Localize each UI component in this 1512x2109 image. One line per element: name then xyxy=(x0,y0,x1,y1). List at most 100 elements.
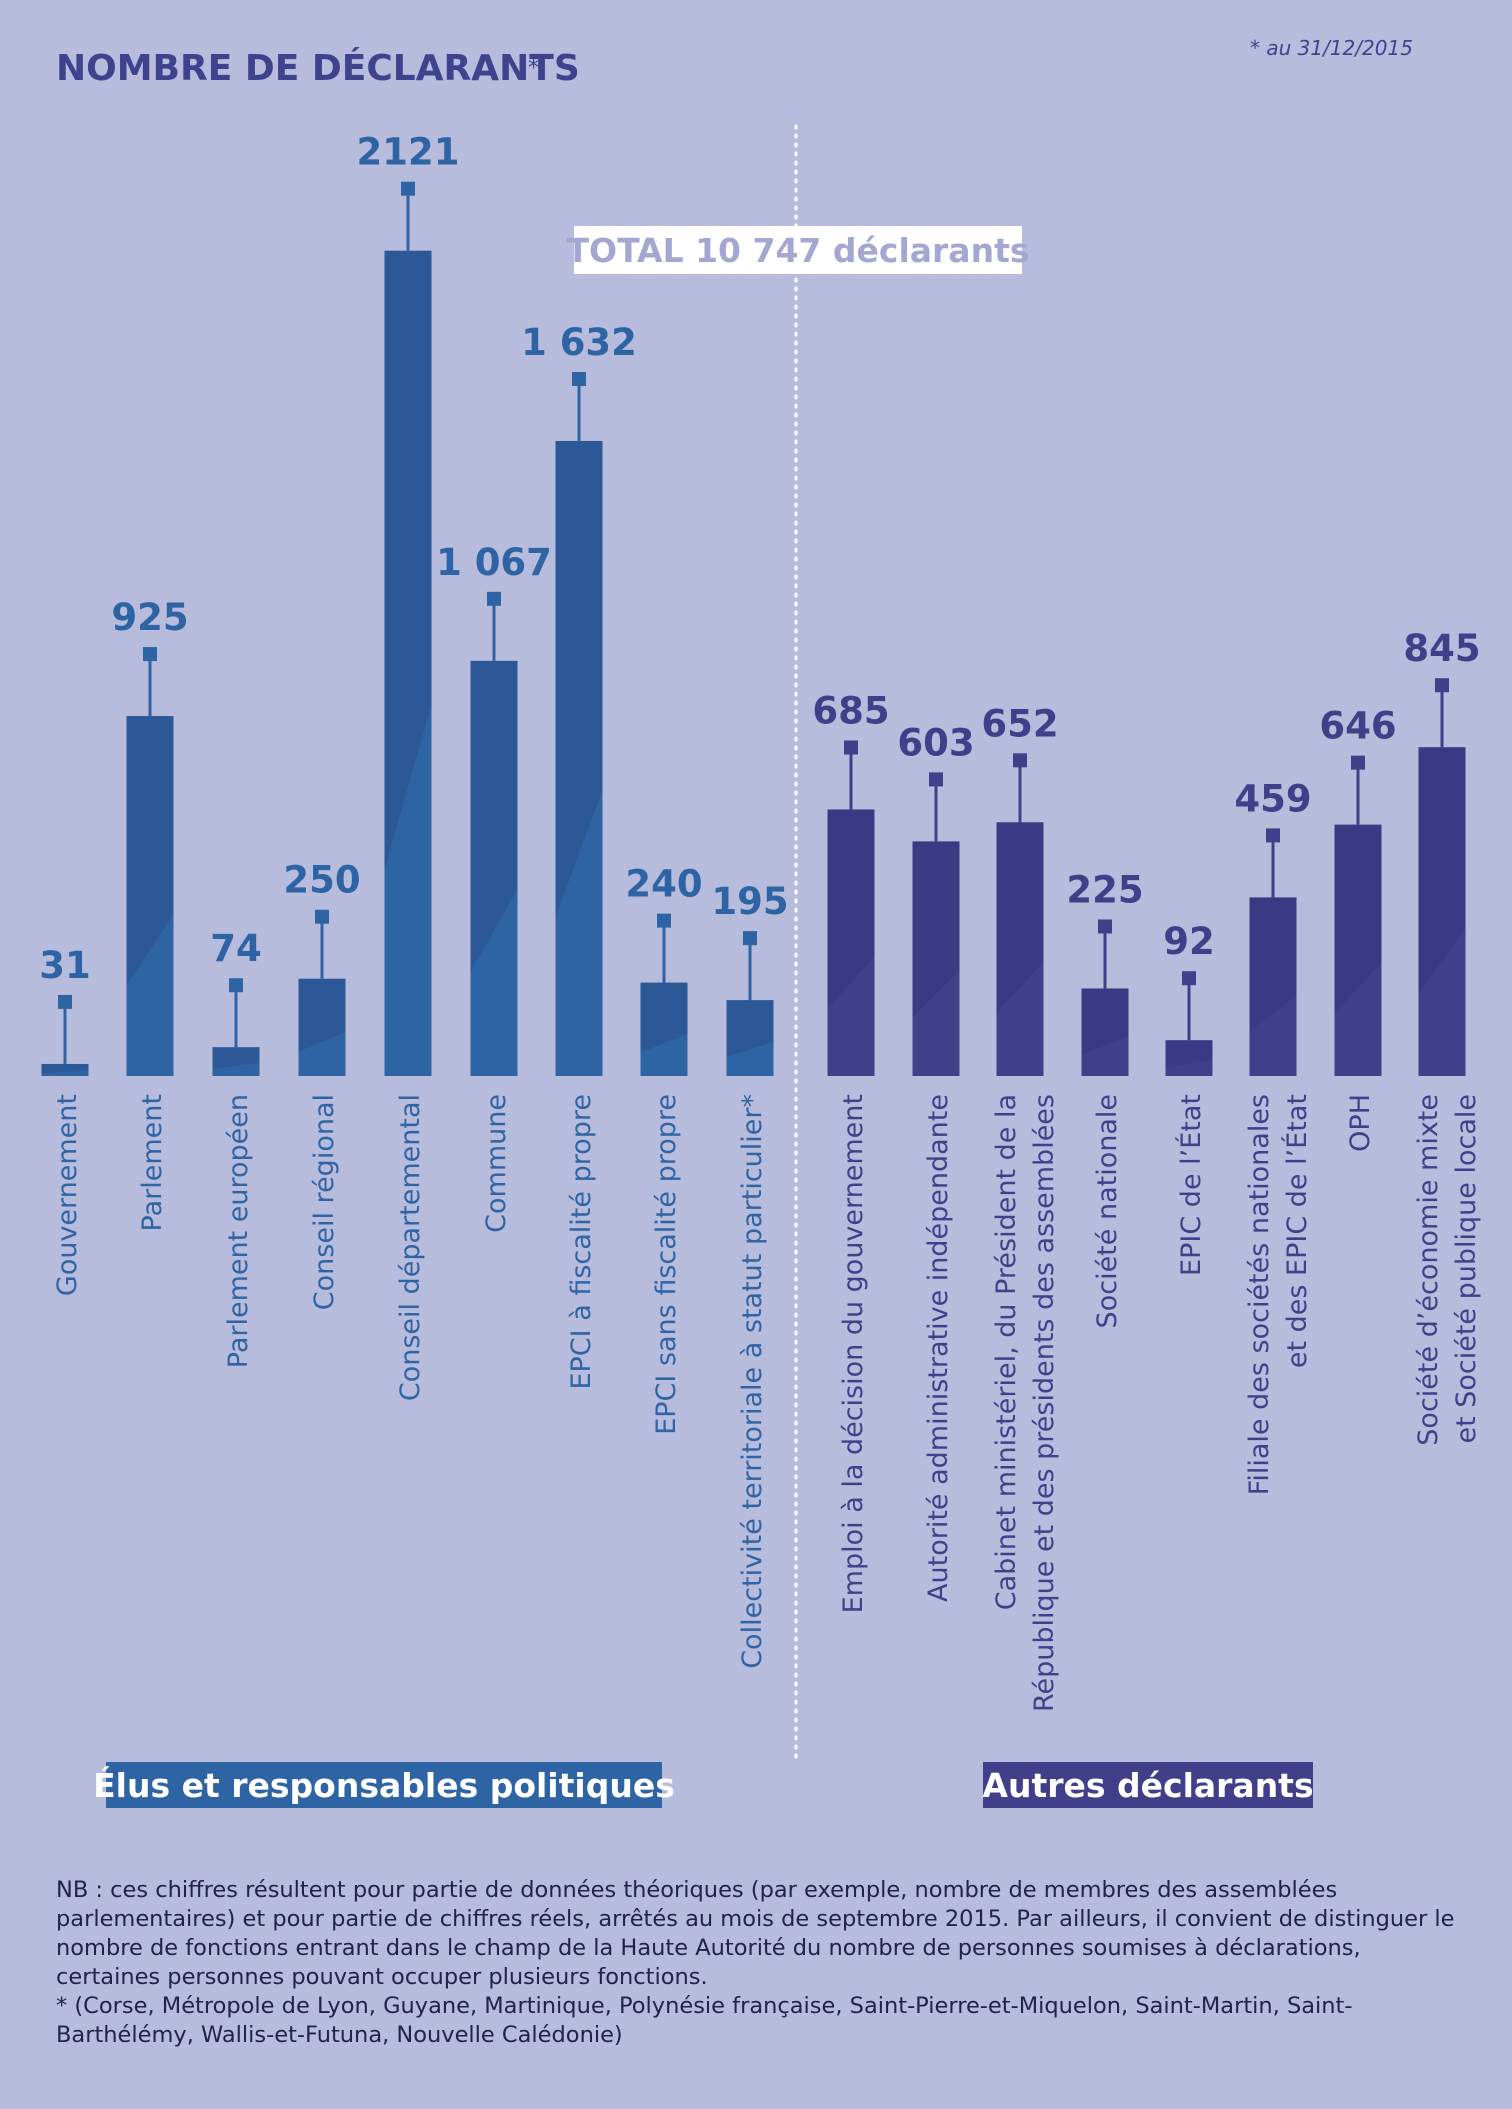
category-label-line: Commune xyxy=(481,1094,512,1233)
data-label: 845 xyxy=(1403,627,1480,670)
bar-shading xyxy=(1249,897,1297,1032)
bar-shading xyxy=(126,716,174,987)
category-label-line: EPIC de l’État xyxy=(1175,1094,1207,1276)
data-label: 459 xyxy=(1234,777,1311,820)
data-label: 240 xyxy=(625,863,702,906)
bar xyxy=(126,716,174,1076)
bar xyxy=(1334,824,1382,1076)
category-label-line: Société d’économie mixte xyxy=(1413,1094,1444,1446)
error-cap xyxy=(143,647,157,662)
bar xyxy=(726,1000,774,1076)
bar-shading xyxy=(555,440,603,918)
category-label-line: et Société publique locale xyxy=(1451,1094,1482,1444)
error-cap xyxy=(1435,678,1449,693)
category-label-line: Autorité administrative indépendante xyxy=(923,1094,954,1602)
bar-shading xyxy=(212,1047,260,1069)
category-label: Société nationale xyxy=(1092,1094,1123,1328)
data-label: 1 632 xyxy=(521,321,637,364)
nb-note: NB : ces chiffres résultent pour partie … xyxy=(56,1877,1455,1990)
bar-shading xyxy=(1418,747,1466,994)
category-label-line: Gouvernement xyxy=(52,1094,83,1296)
data-label: 652 xyxy=(981,702,1058,745)
category-label-line: Conseil départemental xyxy=(395,1094,426,1401)
data-label: 92 xyxy=(1163,920,1215,963)
bar xyxy=(912,841,960,1076)
bar xyxy=(1249,897,1297,1076)
error-cap xyxy=(1013,753,1027,768)
error-cap xyxy=(929,772,943,787)
bar-shading xyxy=(640,982,688,1053)
category-label-line: EPCI à fiscalité propre xyxy=(566,1094,597,1390)
data-label: 195 xyxy=(711,880,788,923)
category-label: Autorité administrative indépendante xyxy=(923,1094,954,1602)
bar xyxy=(384,250,432,1077)
category-label-line: Parlement européen xyxy=(223,1094,254,1368)
bar-shading xyxy=(996,822,1044,1013)
category-label: EPCI à fiscalité propre xyxy=(566,1094,597,1390)
error-cap xyxy=(229,978,243,993)
category-label-line: Société nationale xyxy=(1092,1094,1123,1328)
bar xyxy=(41,1063,89,1076)
error-cap xyxy=(58,994,72,1009)
bar-shading xyxy=(470,660,518,973)
error-cap xyxy=(1266,828,1280,843)
data-label: 603 xyxy=(897,721,974,764)
category-label: Parlement xyxy=(137,1094,168,1231)
bar xyxy=(212,1047,260,1076)
bar xyxy=(298,978,346,1076)
bar-shading xyxy=(827,809,875,1010)
bar-shading xyxy=(1081,988,1129,1055)
legend-elus: Élus et responsables politiques xyxy=(93,1762,675,1808)
bar-shading xyxy=(41,1063,89,1073)
category-label-line: Filiale des sociétés nationales xyxy=(1244,1094,1275,1495)
data-label: 646 xyxy=(1319,705,1396,748)
title-asterisk: * xyxy=(528,56,539,81)
bar xyxy=(555,440,603,1077)
category-label: Collectivité territoriale à statut parti… xyxy=(737,1094,768,1669)
data-label: 2121 xyxy=(357,131,460,174)
category-label-line: Emploi à la décision du gouvernement xyxy=(838,1094,869,1613)
data-label: 250 xyxy=(283,859,360,902)
error-cap xyxy=(572,371,586,386)
category-label-line: Conseil régional xyxy=(309,1094,340,1310)
category-label-line: Collectivité territoriale à statut parti… xyxy=(737,1094,768,1669)
error-cap xyxy=(1351,755,1365,770)
legend-autres: Autres déclarants xyxy=(982,1762,1314,1808)
error-cap xyxy=(657,913,671,928)
category-label: Société d’économie mixte et Société publi… xyxy=(1413,1094,1482,1446)
error-cap xyxy=(1098,919,1112,934)
category-label: OPH xyxy=(1345,1094,1376,1152)
category-label: Emploi à la décision du gouvernement xyxy=(838,1094,869,1613)
category-label: EPCI sans fiscalité propre xyxy=(651,1094,682,1435)
bar-shading xyxy=(1334,824,1382,1014)
data-label: 74 xyxy=(210,927,262,970)
bar-shading xyxy=(298,978,346,1052)
bar xyxy=(640,982,688,1076)
data-label: 225 xyxy=(1066,868,1143,911)
category-label-line: République et des présidents des assembl… xyxy=(1029,1094,1060,1712)
bar-shading xyxy=(726,1000,774,1058)
bar xyxy=(1418,747,1466,1076)
data-label: 1 067 xyxy=(436,541,552,584)
bar xyxy=(1081,988,1129,1076)
error-cap xyxy=(315,909,329,924)
category-label: Gouvernement xyxy=(52,1094,83,1296)
error-cap xyxy=(401,181,415,196)
bar-shading xyxy=(384,250,432,870)
error-cap xyxy=(1182,971,1196,986)
bar-chart: 31 Gouvernement 925 Parlement 74 Parlement eu… xyxy=(39,124,1482,1760)
bar-shading xyxy=(1165,1040,1213,1068)
bar xyxy=(470,660,518,1076)
category-label: Commune xyxy=(481,1094,512,1233)
data-label: 925 xyxy=(111,596,188,639)
bar xyxy=(827,809,875,1076)
data-label: 31 xyxy=(39,944,91,987)
date-note: * au 31/12/2015 xyxy=(1250,36,1413,60)
category-label: Conseil régional xyxy=(309,1094,340,1310)
category-label-line: et des EPIC de l’État xyxy=(1281,1094,1313,1368)
footnote: * (Corse, Métropole de Lyon, Guyane, Mar… xyxy=(56,1993,1353,2048)
bar xyxy=(1165,1040,1213,1076)
notes: NB : ces chiffres résultent pour partie … xyxy=(56,1876,1456,2050)
chart-title: NOMBRE DE DÉCLARANTS xyxy=(56,48,580,89)
error-cap xyxy=(487,591,501,606)
